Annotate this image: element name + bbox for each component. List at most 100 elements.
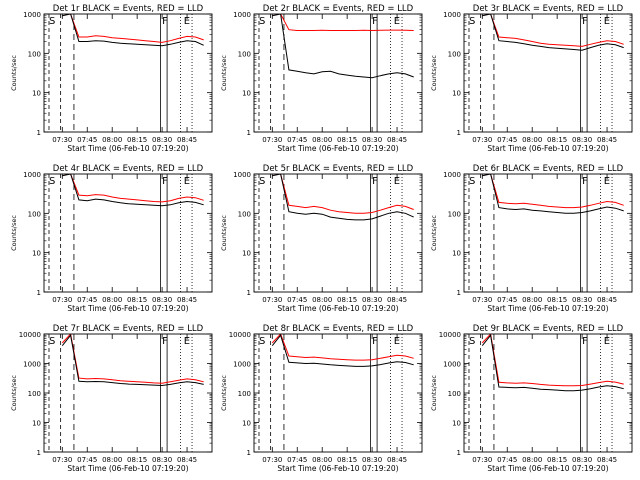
x-tick-label: 08:45 (387, 456, 407, 464)
y-tick-label: 100 (28, 390, 41, 398)
x-tick-label: 08:15 (547, 456, 567, 464)
y-axis-label: Counts/sec (430, 215, 438, 251)
y-tick-label: 1000 (233, 11, 251, 19)
x-tick-label: 08:00 (522, 296, 542, 304)
x-tick-label: 07:30 (472, 296, 492, 304)
x-tick-label: 07:45 (287, 296, 307, 304)
x-tick-label: 08:00 (312, 296, 332, 304)
x-tick-label: 08:45 (177, 136, 197, 144)
plot-frame (463, 13, 633, 133)
event-rate-line (482, 174, 624, 214)
y-tick-label: 1 (37, 289, 41, 297)
panel-title: Det 9r BLACK = Events, RED = LLD (473, 324, 624, 334)
annotation-f: F (162, 336, 168, 347)
x-tick-label: 07:45 (287, 456, 307, 464)
y-tick-label: 1 (457, 129, 461, 137)
x-tick-label: 07:30 (52, 296, 72, 304)
panel-title: Det 8r BLACK = Events, RED = LLD (263, 324, 414, 334)
annotation-s: S (49, 336, 55, 347)
x-tick-label: 08:45 (177, 296, 197, 304)
x-tick-label: 07:30 (262, 296, 282, 304)
annotation-s: S (259, 176, 265, 187)
panel-title: Det 6r BLACK = Events, RED = LLD (473, 164, 624, 174)
x-tick-label: 08:30 (362, 296, 382, 304)
event-rate-line (271, 334, 414, 367)
x-tick-label: 08:00 (102, 296, 122, 304)
y-tick-label: 10 (242, 420, 251, 428)
detector-panel-8: Det 8r BLACK = Events, RED = LLD 1 10 100 10… (220, 324, 423, 473)
y-tick-label: 1000 (23, 11, 41, 19)
y-tick-label: 100 (448, 210, 461, 218)
x-tick-label: 08:15 (547, 296, 567, 304)
y-tick-label: 1 (457, 289, 461, 297)
annotation-s: S (469, 336, 475, 347)
x-tick-label: 08:30 (362, 456, 382, 464)
y-tick-label: 10 (242, 250, 251, 258)
annotation-e: E (604, 336, 610, 347)
x-tick-label: 08:00 (522, 136, 542, 144)
y-tick-label: 1 (37, 449, 41, 457)
x-tick-label: 08:00 (312, 456, 332, 464)
detector-panel-1: Det 1r BLACK = Events, RED = LLD 1 10 100 10… (10, 4, 213, 153)
x-tick-label: 08:30 (152, 296, 172, 304)
x-axis-label: Start Time (06-Feb-10 07:19:20) (67, 304, 188, 313)
plot-frame (253, 333, 423, 453)
annotation-e: E (394, 16, 400, 27)
annotation-e: E (184, 176, 190, 187)
x-tick-label: 07:30 (52, 456, 72, 464)
lld-rate-line (272, 174, 414, 214)
panel-title: Det 7r BLACK = Events, RED = LLD (53, 324, 204, 334)
x-axis-label: Start Time (06-Feb-10 07:19:20) (487, 304, 608, 313)
y-tick-label: 10 (452, 250, 461, 258)
x-axis-label: Start Time (06-Feb-10 07:19:20) (277, 144, 398, 153)
plot-frame (463, 173, 633, 293)
annotation-f: F (582, 176, 588, 187)
event-rate-line (62, 14, 204, 47)
event-rate-line (272, 14, 414, 79)
y-tick-label: 100 (28, 210, 41, 218)
y-tick-label: 10 (32, 420, 41, 428)
plot-frame (43, 333, 213, 453)
detector-panel-6: Det 6r BLACK = Events, RED = LLD 1 10 100 10… (430, 164, 633, 313)
x-tick-label: 08:45 (177, 456, 197, 464)
panel-title: Det 3r BLACK = Events, RED = LLD (473, 4, 624, 14)
x-axis-label: Start Time (06-Feb-10 07:19:20) (487, 144, 608, 153)
panel-title: Det 2r BLACK = Events, RED = LLD (263, 4, 414, 14)
annotation-e: E (604, 176, 610, 187)
y-tick-label: 1 (247, 449, 251, 457)
y-tick-label: 1 (247, 129, 251, 137)
x-tick-label: 08:15 (127, 136, 147, 144)
y-tick-label: 1000 (23, 361, 41, 369)
x-tick-label: 08:45 (597, 296, 617, 304)
y-axis-label: Counts/sec (220, 375, 228, 411)
x-tick-label: 08:15 (337, 456, 357, 464)
plot-frame (463, 333, 633, 453)
y-axis-label: Counts/sec (10, 375, 18, 411)
annotation-e: E (604, 16, 610, 27)
y-tick-label: 1 (457, 449, 461, 457)
x-tick-label: 08:00 (102, 136, 122, 144)
y-tick-label: 1000 (443, 11, 461, 19)
y-tick-label: 100 (238, 210, 251, 218)
y-tick-label: 100 (448, 390, 461, 398)
lld-rate-line (62, 14, 204, 43)
x-tick-label: 08:45 (597, 136, 617, 144)
y-axis-label: Counts/sec (220, 215, 228, 251)
y-tick-label: 1000 (23, 171, 41, 179)
lld-rate-line (482, 174, 624, 209)
x-axis-label: Start Time (06-Feb-10 07:19:20) (67, 144, 188, 153)
x-tick-label: 08:15 (337, 296, 357, 304)
annotation-f: F (372, 336, 378, 347)
y-axis-label: Counts/sec (10, 55, 18, 91)
x-tick-label: 07:30 (262, 136, 282, 144)
x-axis-label: Start Time (06-Feb-10 07:19:20) (487, 464, 608, 473)
detector-panel-4: Det 4r BLACK = Events, RED = LLD 1 10 100 10… (10, 164, 213, 313)
x-axis-label: Start Time (06-Feb-10 07:19:20) (277, 464, 398, 473)
detector-panel-3: Det 3r BLACK = Events, RED = LLD 1 10 100 10… (430, 4, 633, 153)
y-tick-label: 100 (28, 50, 41, 58)
detector-panel-9: Det 9r BLACK = Events, RED = LLD 1 10 100 10… (430, 324, 633, 473)
x-tick-label: 07:30 (52, 136, 72, 144)
x-tick-label: 08:15 (127, 456, 147, 464)
y-tick-label: 1000 (233, 361, 251, 369)
